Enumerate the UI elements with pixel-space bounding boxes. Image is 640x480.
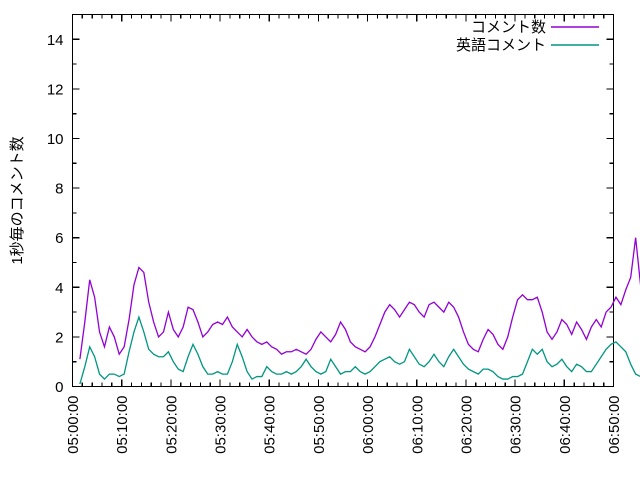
x-tick-label: 06:00:00 [360, 396, 377, 454]
y-tick-label: 2 [55, 329, 63, 346]
legend-label-english-comments: 英語コメント [456, 36, 546, 54]
x-tick-label: 06:50:00 [606, 396, 623, 454]
data-series [79, 237, 640, 385]
plot-frame [71, 13, 615, 388]
x-tick-label: 06:20:00 [458, 396, 475, 454]
y-tick-label: 12 [47, 81, 64, 98]
y-tick-label: 6 [55, 230, 63, 247]
y-axis-title-text: 1秒毎のコメント数 [9, 136, 26, 264]
y-axis-title: 1秒毎のコメント数 [9, 136, 26, 264]
series-line-english-comments [79, 314, 640, 385]
x-tick-label: 05:10:00 [114, 396, 131, 454]
x-tick-label: 06:40:00 [557, 396, 574, 454]
y-tick-label: 8 [55, 181, 63, 198]
x-tick-label: 05:50:00 [311, 396, 328, 454]
y-tick-label: 10 [47, 131, 64, 148]
x-tick-label: 06:10:00 [409, 396, 426, 454]
y-tick-label: 14 [47, 32, 64, 49]
series-line-comments [79, 237, 640, 360]
y-tick-label: 0 [55, 379, 63, 396]
x-tick-label: 05:30:00 [213, 396, 230, 454]
x-tick-label: 06:30:00 [508, 396, 525, 454]
y-axis-ticks: 0 2 4 6 8 10 12 14 [47, 13, 614, 396]
x-tick-label: 05:40:00 [262, 396, 279, 454]
legend-label-comments: コメント数 [471, 19, 546, 36]
x-tick-label: 05:20:00 [163, 396, 180, 454]
x-tick-label: 05:00:00 [65, 396, 82, 454]
x-axis-ticks: 05:00:00 05:10:00 05:20:00 05:30:00 05:40:00… [65, 14, 623, 454]
y-tick-label: 4 [55, 280, 63, 297]
